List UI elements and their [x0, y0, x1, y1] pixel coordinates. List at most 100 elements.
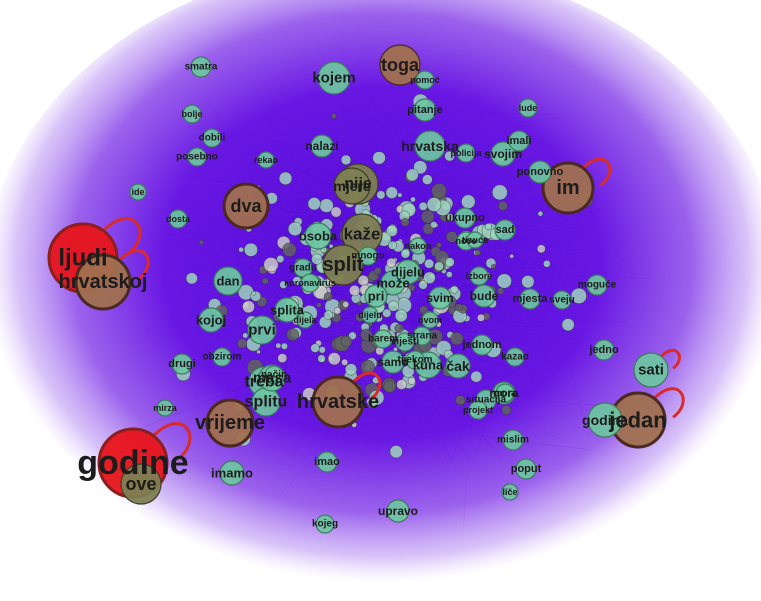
- minor-node: [561, 318, 575, 332]
- minor-node: [454, 303, 463, 312]
- edge-line: [316, 335, 569, 458]
- node-label-obzirom: obzirom: [203, 352, 242, 363]
- edge-line: [332, 282, 486, 376]
- node-toga: [379, 44, 421, 86]
- node-pomoc: [415, 70, 435, 90]
- node-label-strana: strana: [407, 331, 437, 342]
- minor-node: [311, 253, 323, 265]
- node-ponovno: [528, 160, 552, 184]
- edge-line: [336, 117, 561, 143]
- node-label-izbore: izbore: [466, 271, 493, 281]
- node-hrvatska: [414, 130, 446, 162]
- node-ove: [120, 463, 162, 505]
- node-label-tijekom: tijekom: [397, 355, 432, 366]
- minor-node: [318, 346, 326, 354]
- node-label-dijelu: dijelu: [358, 310, 382, 320]
- minor-node: [424, 258, 434, 269]
- edge-line: [382, 143, 481, 182]
- node-label-lude: lude: [519, 103, 538, 113]
- edge-line: [151, 197, 189, 230]
- node-label-upravo: upravo: [378, 504, 418, 518]
- node-label-nalazi: nalazi: [305, 139, 338, 153]
- minor-node: [310, 343, 320, 353]
- node-imali: [508, 130, 530, 152]
- edge-line: [140, 179, 399, 332]
- node-label-ove: ove: [125, 474, 156, 494]
- minor-node: [342, 301, 350, 308]
- edge-line: [365, 112, 565, 245]
- node-label-ljudi: ljudi: [58, 245, 107, 272]
- node-dobili: [202, 128, 222, 148]
- minor-node: [280, 342, 288, 350]
- minor-node: [444, 257, 455, 268]
- edge-line: [381, 110, 562, 275]
- edge-line: [422, 259, 460, 313]
- node-label-nije: nije: [344, 176, 372, 193]
- edge-line: [288, 242, 292, 415]
- edge-line: [319, 309, 412, 448]
- edge-line: [372, 236, 554, 269]
- minor-node: [422, 174, 433, 185]
- minor-node: [461, 194, 476, 209]
- edge-line: [279, 241, 282, 302]
- minor-node: [333, 307, 342, 315]
- edge-line: [267, 134, 398, 139]
- edge-line: [397, 147, 461, 194]
- node-label-ponovno: ponovno: [517, 166, 564, 178]
- self-loop-sati: [660, 348, 681, 370]
- edge-line: [300, 300, 365, 440]
- node-label-mjesta: mjesta: [513, 293, 549, 305]
- edge-line: [415, 321, 516, 351]
- node-jednom: [471, 334, 493, 356]
- edge-line: [325, 323, 513, 326]
- minor-node: [423, 271, 436, 284]
- edge-line: [327, 345, 434, 393]
- edge-line: [417, 106, 446, 244]
- node-label-drugi: drugi: [168, 358, 196, 370]
- node-label-sveju: sveju: [549, 295, 575, 306]
- edge-line: [519, 193, 619, 349]
- node-poput: [515, 458, 537, 480]
- node-label-pomoc: pomoć: [410, 75, 440, 85]
- node-label-ukupno: ukupno: [445, 212, 485, 224]
- edge-line: [299, 273, 347, 389]
- minor-node: [400, 217, 410, 227]
- node-splita: [274, 297, 300, 323]
- edge-line: [430, 160, 480, 193]
- minor-node: [400, 248, 411, 259]
- minor-node: [323, 292, 333, 301]
- node-label-pitanje: pitanje: [407, 104, 442, 116]
- node-label-split: split: [322, 254, 363, 276]
- node-godina: [587, 402, 623, 438]
- node-svojim: [490, 141, 516, 167]
- edge-line: [507, 212, 573, 376]
- edge-line: [337, 256, 471, 388]
- minor-node: [410, 196, 416, 203]
- edge-line: [352, 269, 485, 344]
- node-label-godine: godine: [77, 444, 188, 482]
- node-label-imali: imali: [506, 135, 531, 147]
- edge-line: [285, 292, 322, 303]
- minor-node: [435, 242, 442, 249]
- minor-node: [446, 271, 453, 278]
- minor-node: [340, 154, 352, 166]
- minor-node: [242, 300, 255, 314]
- node-label-projekt: projekt: [463, 405, 493, 415]
- minor-node: [317, 354, 326, 363]
- node-label-kojem: kojem: [312, 70, 355, 87]
- edge-line: [449, 366, 485, 466]
- edge-line: [473, 178, 512, 181]
- minor-node: [327, 352, 341, 366]
- node-label-kaze: kaže: [344, 225, 381, 244]
- node-rekao: [257, 151, 275, 169]
- minor-node: [387, 240, 397, 250]
- node-label-mnogo: mnogo: [351, 251, 384, 262]
- edge-line: [442, 225, 465, 275]
- edge-line: [299, 213, 400, 220]
- minor-node: [421, 209, 435, 224]
- minor-node: [450, 285, 459, 294]
- self-loop-hrvatske: [351, 371, 382, 401]
- edge-line: [294, 305, 370, 356]
- minor-node: [537, 244, 546, 254]
- minor-node: [288, 221, 303, 236]
